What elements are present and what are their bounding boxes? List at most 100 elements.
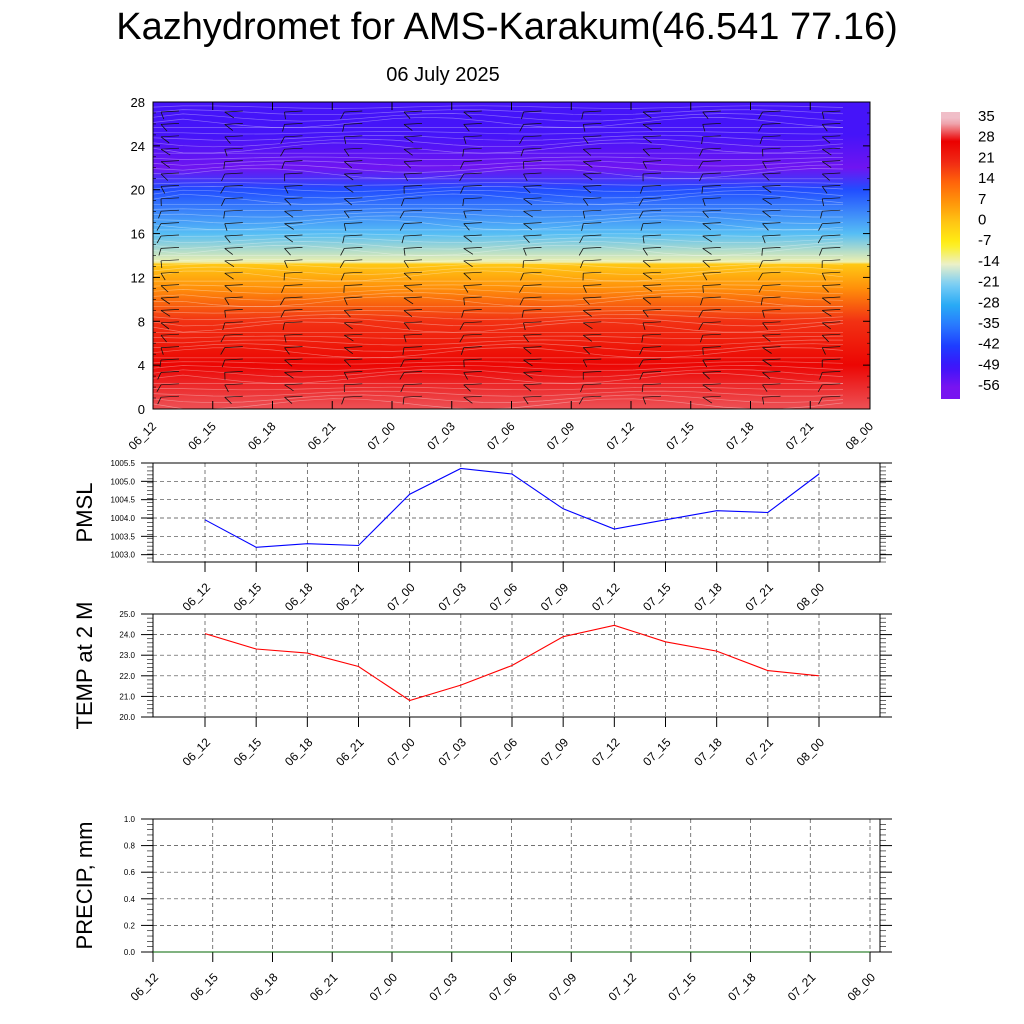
x-tick-label: 07_06 <box>484 419 518 453</box>
x-tick-label: 06_15 <box>187 970 221 1004</box>
wind-barb <box>156 223 162 231</box>
wind-barb <box>762 235 766 244</box>
wind-barb-flag <box>160 185 180 187</box>
colorbar-label: 21 <box>978 149 995 166</box>
wind-barb <box>224 260 235 268</box>
wind-barb <box>700 297 704 306</box>
wind-barb <box>582 136 589 144</box>
wind-barb-flag <box>523 309 542 311</box>
x-tick-label: 06_18 <box>282 580 316 614</box>
wind-barb-flag <box>160 296 180 299</box>
wind-barb <box>160 148 171 156</box>
x-tick-label: 07_12 <box>589 735 623 769</box>
wind-barb-flag <box>160 123 180 125</box>
wind-barb <box>403 111 411 119</box>
precip-panel: 0.0 0.2 0.4 0.6 0.8 1.0 06_12 06_15 06_18 06_21 07… <box>72 815 892 1004</box>
wind-barb-flag <box>822 185 841 187</box>
wind-barb-flag <box>344 247 363 249</box>
wind-barb <box>284 223 294 230</box>
wind-barb <box>702 272 708 281</box>
wind-barb-flag <box>702 346 721 348</box>
wind-barb <box>638 211 644 219</box>
wind-barb-flag <box>160 247 180 249</box>
wind-barb-flag <box>822 123 841 125</box>
wind-barb-flag <box>583 271 602 274</box>
wind-barb-flag <box>822 172 841 175</box>
wind-barb <box>463 111 472 119</box>
wind-barb <box>280 136 285 144</box>
wind-barb <box>820 211 823 219</box>
x-tick-label: 07_06 <box>487 735 521 769</box>
wind-barb-flag <box>642 172 662 175</box>
wind-barb-flag <box>822 309 841 311</box>
wind-barb <box>759 136 763 145</box>
wind-barb-flag <box>702 321 721 324</box>
wind-barb-flag <box>583 222 602 224</box>
wind-barb <box>702 210 709 219</box>
x-tick-label: 06_15 <box>185 419 219 453</box>
wind-barb-flag <box>160 333 180 336</box>
wind-barb-flag <box>344 197 363 200</box>
x-tick-label: 06_21 <box>307 970 341 1004</box>
wind-barb <box>642 111 652 119</box>
wind-barb <box>160 322 170 330</box>
x-tick-label: 07_12 <box>606 970 640 1004</box>
contour-line <box>152 317 844 327</box>
wind-barb <box>762 372 771 380</box>
wind-barb-flag <box>403 284 423 286</box>
wind-barb-flag <box>523 259 542 262</box>
wind-barb <box>700 335 704 343</box>
wind-barb-flag <box>344 222 363 224</box>
wind-barb <box>762 359 772 367</box>
wind-barb <box>343 359 352 367</box>
x-tick-label: 07_03 <box>435 580 469 614</box>
wind-barb <box>342 124 345 132</box>
contour-line <box>152 284 844 288</box>
wind-barb-flag <box>523 172 542 175</box>
wind-barb <box>821 347 826 355</box>
colorbar-bar <box>941 112 960 399</box>
wind-barb <box>399 372 405 380</box>
wind-barb-flag <box>762 395 781 398</box>
wind-barb <box>399 211 405 219</box>
wind-barb-flag <box>822 333 841 336</box>
y-tick-label: 0.0 <box>124 948 136 957</box>
colorbar-labels: 35 28 21 14 7 0 -7 -14 -21 -28 -35 -42 -49 -56 <box>978 108 1000 394</box>
wind-barb <box>340 248 345 256</box>
wind-barb-flag <box>463 395 482 398</box>
wind-barb <box>403 148 413 156</box>
wind-barb <box>642 136 652 144</box>
contour-line <box>152 310 844 314</box>
wind-barb-flag <box>523 209 542 212</box>
wind-barb <box>638 198 644 206</box>
wind-barb <box>520 273 524 281</box>
y-tick-label: 0.6 <box>124 868 136 877</box>
wind-barb-flag <box>284 333 303 336</box>
wind-barb-flag <box>403 395 423 398</box>
wind-barb-flag <box>762 247 781 249</box>
wind-barb-flag <box>642 333 662 336</box>
y-tick-label: 1.0 <box>124 815 136 824</box>
wind-barb-flag <box>463 147 482 150</box>
x-tick-label: 07_15 <box>665 970 699 1004</box>
wind-barb <box>822 161 832 168</box>
wind-barb <box>758 272 763 281</box>
wind-barb-flag <box>344 284 363 286</box>
wind-barb-flag <box>822 135 841 138</box>
wind-barb <box>583 334 593 342</box>
wind-barb-flag <box>762 371 781 373</box>
wind-barb <box>344 347 354 355</box>
wind-barb-flag <box>822 147 841 150</box>
wind-barb-flag <box>403 110 423 113</box>
wind-barb <box>821 173 830 181</box>
wind-barb-flag <box>224 296 243 299</box>
wind-barb-flag <box>160 309 180 311</box>
wind-barb <box>284 198 292 206</box>
wind-barb <box>759 260 763 269</box>
wind-barb-flag <box>583 309 602 311</box>
x-tick-label: 07_09 <box>538 580 572 614</box>
wind-barb <box>818 397 823 405</box>
wind-barb-flag <box>762 333 781 336</box>
wind-barb <box>819 248 823 256</box>
wind-barb <box>284 186 289 194</box>
